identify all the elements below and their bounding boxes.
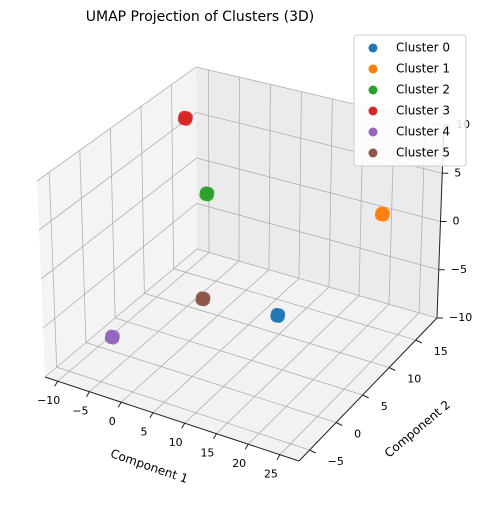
x-tick-label: 5 (140, 426, 147, 439)
z-tick-label: 0 (453, 215, 460, 228)
x-axis-title: Component 1 (109, 446, 190, 486)
y-tick-label: 15 (434, 345, 448, 358)
legend-label: Cluster 1 (396, 62, 450, 76)
legend: Cluster 0 Cluster 1 Cluster 2 Cluster 3 Clus… (353, 34, 467, 167)
z-grid-line (44, 248, 438, 378)
y-tick-mark (415, 339, 422, 344)
z-tick-label: −10 (449, 311, 472, 324)
y-tick-mark (389, 367, 396, 371)
x-tick-label: 15 (200, 447, 214, 460)
y-axis-line (298, 317, 438, 462)
y-tick-mark (335, 422, 343, 426)
grid-lines (36, 66, 445, 455)
axis-ticks (44, 124, 450, 462)
data-point-cluster-1 (375, 206, 388, 219)
x-tick-label: 0 (109, 415, 116, 428)
legend-label: Cluster 2 (396, 83, 450, 97)
x-tick-mark (117, 401, 122, 408)
data-point-cluster-4 (105, 329, 118, 342)
z-tick-label: 5 (454, 166, 461, 179)
x-tick-mark (181, 422, 186, 429)
z-tick-label: −5 (451, 263, 467, 276)
y-tick-label: 0 (354, 428, 361, 441)
y-axis-title: Component 2 (382, 398, 453, 461)
legend-marker (368, 43, 378, 53)
legend-label: Cluster 0 (396, 41, 450, 55)
x-tick-mark (244, 443, 249, 450)
x-tick-label: 20 (232, 457, 246, 470)
z-grid-line (42, 203, 439, 329)
legend-marker (368, 85, 378, 95)
z-grid-line (40, 157, 441, 280)
legend-box (353, 34, 467, 167)
legend-marker (368, 106, 378, 116)
y-tick-label: −5 (328, 455, 344, 468)
data-points (104, 110, 390, 345)
legend-label: Cluster 3 (396, 104, 450, 118)
chart-title: UMAP Projection of Clusters (3D) (86, 9, 314, 25)
y-tick-label: 10 (407, 373, 421, 386)
x-tick-label: 10 (169, 436, 183, 449)
floor-pane (45, 249, 437, 461)
x-tick-mark (276, 454, 281, 460)
data-point-cluster-2 (199, 186, 212, 199)
y-tick-mark (362, 394, 369, 399)
x-tick-mark (54, 380, 59, 387)
x-tick-label: 25 (264, 468, 278, 481)
legend-marker (368, 127, 378, 137)
legend-label: Cluster 4 (396, 125, 450, 139)
x-tick-mark (86, 391, 90, 397)
legend-marker (368, 64, 378, 74)
y-tick-mark (309, 449, 316, 454)
data-point-cluster-5 (195, 291, 208, 304)
x-tick-label: −10 (37, 394, 60, 407)
legend-label: Cluster 5 (396, 146, 450, 160)
y-tick-label: 5 (381, 400, 388, 413)
x-tick-label: −5 (72, 405, 88, 418)
legend-marker (368, 148, 378, 158)
x-axis-line (44, 376, 300, 462)
data-point-cluster-0 (270, 307, 283, 320)
x-tick-mark (213, 433, 217, 439)
left-pane (37, 67, 197, 377)
x-tick-mark (149, 412, 154, 418)
data-point-cluster-3 (178, 110, 191, 123)
